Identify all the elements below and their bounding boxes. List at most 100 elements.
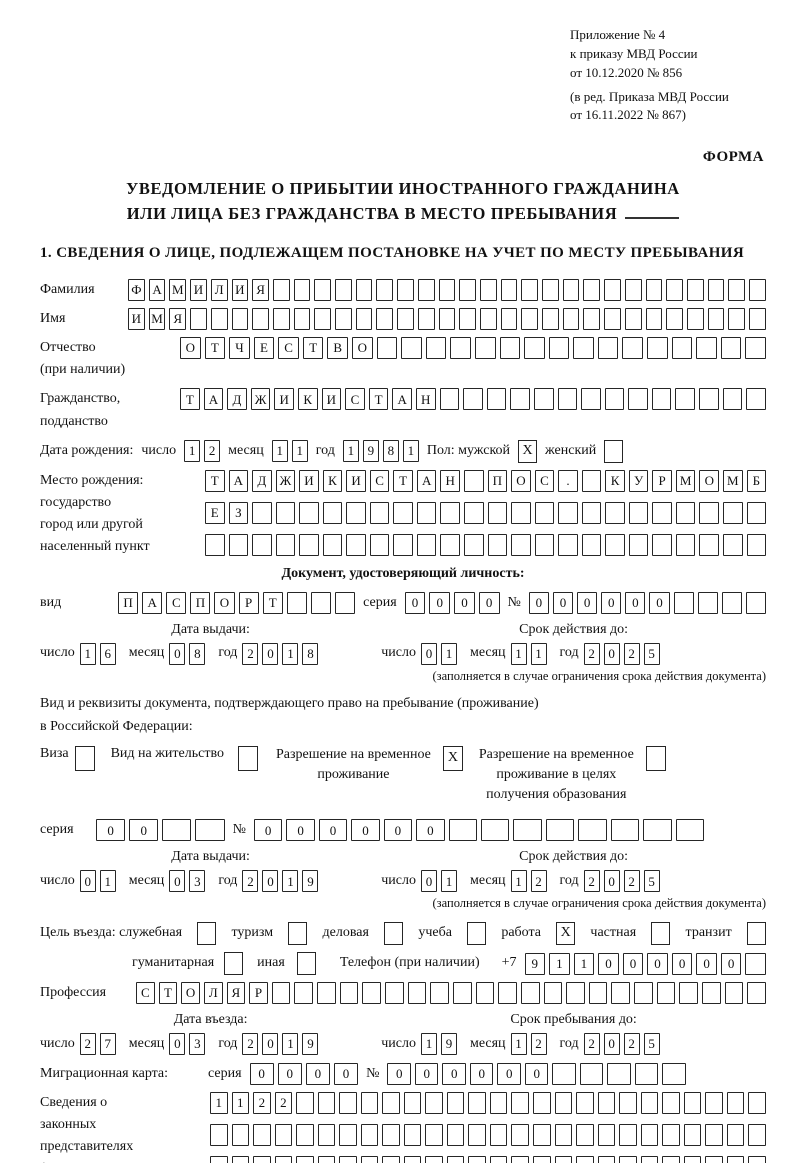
char-box: [645, 308, 663, 331]
char-box: [210, 308, 228, 331]
char-box: 0: [603, 1033, 620, 1056]
char-box: [489, 1124, 508, 1147]
char-box: [533, 388, 554, 411]
char-box: [376, 337, 398, 360]
migration-card-label: Миграционная карта:: [40, 1065, 169, 1081]
char-box: [446, 1124, 465, 1147]
char-box: [210, 1124, 228, 1147]
char-box: [382, 1156, 400, 1163]
char-box: 0: [429, 591, 451, 614]
number-label: №: [232, 821, 246, 837]
char-box: [475, 982, 495, 1005]
char-box: [640, 1124, 659, 1147]
char-box: [205, 533, 225, 556]
char-box: [296, 1092, 314, 1115]
char-box: [705, 1156, 723, 1163]
char-box: [294, 982, 314, 1005]
char-box: [382, 1092, 400, 1115]
char-box: [557, 388, 578, 411]
char-box: 1: [210, 1092, 228, 1115]
char-box: [317, 1124, 336, 1147]
char-box: 1: [510, 870, 527, 893]
char-box: [543, 982, 563, 1005]
char-box: [360, 1156, 379, 1163]
char-box: [397, 308, 414, 331]
char-box: [640, 1156, 659, 1163]
char-box: [651, 388, 672, 411]
char-box: К: [297, 388, 318, 411]
char-box: 0: [622, 952, 644, 975]
char-box: [401, 337, 422, 360]
char-box: [705, 1124, 723, 1147]
char-box: [604, 308, 621, 331]
year-label: год: [315, 442, 335, 458]
reference-line: от 10.12.2020 № 856: [570, 64, 683, 80]
char-box: [607, 1063, 631, 1086]
purpose-transit-checkbox: [746, 922, 766, 946]
char-box: [417, 279, 435, 302]
char-box: [581, 388, 601, 411]
char-box: И: [274, 388, 294, 411]
char-box: [500, 308, 518, 331]
char-box: О: [699, 469, 720, 492]
char-box: [293, 279, 311, 302]
char-box: [521, 308, 539, 331]
residence-permit-checkbox: [237, 745, 258, 771]
char-box: К: [322, 469, 343, 492]
char-box: 9: [440, 1033, 457, 1056]
char-box: 0: [603, 642, 620, 665]
char-box: [397, 279, 414, 302]
char-box: 1: [99, 870, 116, 893]
char-box: [272, 279, 290, 302]
char-box: [726, 1092, 745, 1115]
char-box: [552, 1063, 576, 1086]
char-box: [643, 819, 672, 842]
char-box: [425, 1124, 443, 1147]
char-box: [605, 501, 625, 524]
char-box: [231, 308, 249, 331]
char-box: Я: [252, 279, 269, 302]
sex-female-label: женский: [545, 442, 597, 458]
char-box: 1: [271, 440, 288, 463]
month-label: месяц: [228, 442, 264, 458]
char-box: [542, 279, 559, 302]
char-box: [339, 1092, 357, 1115]
char-box: [452, 982, 472, 1005]
document-reference: Приложение № 4 к приказу МВД России от 1…: [570, 26, 766, 125]
char-box: О: [180, 337, 201, 360]
sex-male-label: Пол: мужской: [426, 442, 511, 458]
char-box: [513, 819, 542, 842]
char-box: 3: [189, 870, 206, 893]
char-box: [746, 533, 767, 556]
char-box: 0: [524, 1063, 549, 1086]
char-box: [446, 1092, 465, 1115]
char-box: Т: [262, 591, 283, 614]
purpose-tourism-checkbox: [288, 922, 308, 946]
char-box: А: [203, 388, 224, 411]
temp-residence-education-checkbox: [645, 745, 666, 771]
reference-line: (в ред. Приказа МВД России: [570, 88, 729, 104]
char-box: Д: [227, 388, 247, 411]
char-box: [545, 819, 575, 842]
purpose-official-checkbox: [197, 922, 217, 946]
surname-label: Фамилия: [40, 281, 95, 297]
residence-permit-label: Вид на жительство: [110, 745, 224, 761]
char-box: [548, 337, 570, 360]
char-box: 0: [96, 819, 126, 842]
char-box: [576, 1156, 594, 1163]
char-box: [748, 1092, 766, 1115]
char-box: 2: [204, 440, 221, 463]
char-box: [702, 982, 721, 1005]
